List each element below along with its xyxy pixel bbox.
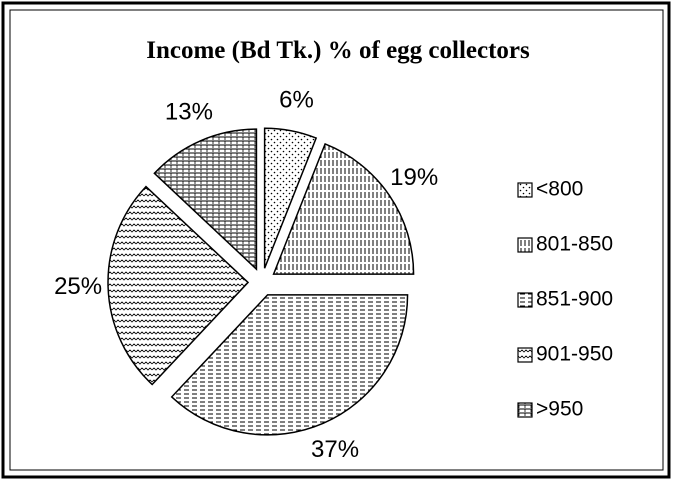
legend-label: 901-950 — [536, 343, 613, 366]
legend-label: >950 — [536, 398, 583, 421]
pie-slice — [153, 128, 258, 271]
data-label: 19% — [390, 164, 438, 191]
chart-title: Income (Bd Tk.) % of egg collectors — [146, 37, 530, 64]
legend-label: <800 — [536, 178, 583, 201]
data-label: 13% — [165, 98, 213, 125]
legend-swatch — [517, 347, 533, 363]
pie-slice — [263, 127, 318, 269]
legend-swatch — [517, 292, 533, 308]
pie-slice — [170, 294, 409, 436]
legend-label: 801-850 — [536, 233, 613, 256]
data-label: 6% — [279, 87, 314, 114]
legend-swatch — [517, 237, 533, 253]
legend-label: 851-900 — [536, 288, 613, 311]
data-label: 37% — [311, 436, 359, 463]
pie-slice — [107, 185, 250, 386]
pie-slice — [272, 142, 415, 275]
plot-frame — [9, 9, 664, 471]
data-label: 25% — [54, 273, 102, 300]
legend-swatch — [517, 402, 533, 418]
legend-swatch — [517, 182, 533, 198]
